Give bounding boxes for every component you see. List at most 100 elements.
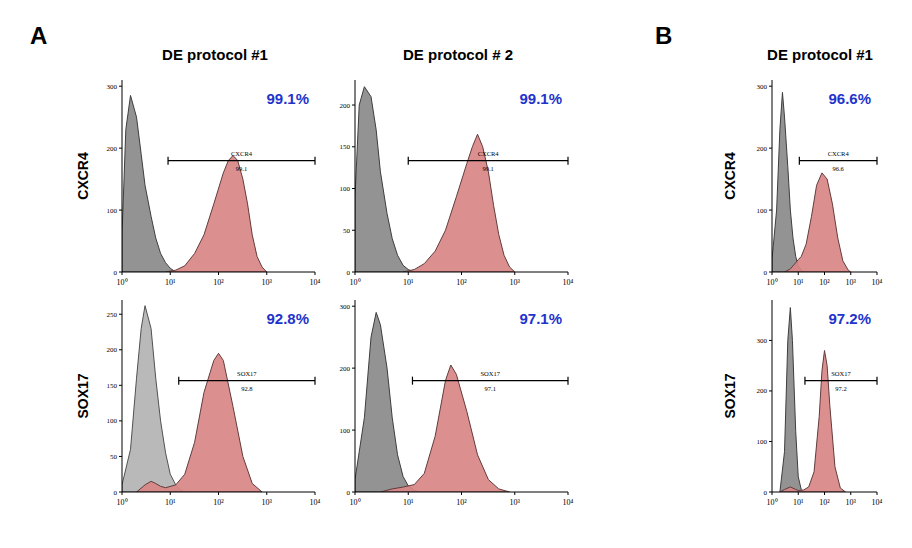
y-tick-label: 200 (107, 145, 118, 153)
histogram-panel: 10⁰10¹10²10³10⁴0100200300SOX1797.197.1% (340, 300, 574, 507)
gate-line (408, 160, 568, 161)
histogram-panel: 10⁰10¹10²10³10⁴0100200300SOX1797.297.2% (757, 300, 883, 507)
x-tick (170, 492, 171, 495)
histogram-area (772, 92, 804, 272)
panel-label: B (655, 22, 672, 49)
x-tick (170, 272, 171, 275)
x-tick (568, 272, 569, 275)
x-tick-label: 10³ (510, 278, 521, 287)
y-axis-line (772, 80, 773, 272)
x-tick-label: 10¹ (793, 278, 804, 287)
y-tick-label: 200 (107, 346, 118, 354)
gate-value: 92.8 (241, 385, 252, 392)
x-tick (408, 272, 409, 275)
y-tick (119, 456, 122, 457)
histogram-panel: 10⁰10¹10²10³10⁴0100200300CXCR496.696.6% (757, 80, 883, 287)
histogram-panel: 10⁰10¹10²10³10⁴050100150200CXCR499.199.1… (340, 80, 574, 287)
histogram-area (785, 173, 851, 272)
x-tick (877, 272, 878, 275)
y-tick (352, 188, 355, 189)
data-group (772, 92, 851, 272)
x-tick-label: 10⁰ (767, 498, 778, 507)
y-tick (352, 272, 355, 273)
x-tick (266, 272, 267, 275)
gate-cap (314, 377, 315, 385)
histogram-area (355, 312, 419, 492)
percentage-annotation: 97.2% (828, 310, 871, 327)
histogram-area (137, 353, 263, 492)
figure: ABDE protocol #1DE protocol # 2DE protoc… (0, 0, 912, 548)
y-tick-label: 50 (110, 453, 118, 461)
y-tick (769, 272, 772, 273)
y-tick-label: 100 (340, 427, 351, 435)
x-tick (408, 492, 409, 495)
gate-label: SOX17 (480, 370, 500, 377)
x-tick (461, 272, 462, 275)
data-group (355, 312, 510, 492)
gate-label: CXCR4 (828, 150, 850, 157)
x-tick-label: 10⁴ (563, 278, 574, 287)
histogram-panel: 10⁰10¹10²10³10⁴0100200300CXCR499.199.1% (107, 80, 321, 287)
x-tick (850, 272, 851, 275)
y-tick (352, 492, 355, 493)
y-tick-label: 100 (757, 438, 768, 446)
y-tick-label: 100 (340, 185, 351, 193)
y-tick-label: 200 (757, 387, 768, 395)
y-tick (769, 210, 772, 211)
column-title: DE protocol #1 (162, 46, 268, 63)
row-label: CXCR4 (75, 152, 91, 200)
x-tick-label: 10² (456, 278, 467, 287)
x-tick-label: 10⁰ (350, 498, 361, 507)
x-tick (877, 492, 878, 495)
x-tick-label: 10¹ (403, 278, 414, 287)
y-axis-line (355, 300, 356, 492)
x-tick-label: 10² (456, 498, 467, 507)
y-tick (769, 148, 772, 149)
y-tick-label: 100 (107, 207, 118, 215)
y-tick (119, 272, 122, 273)
y-tick-label: 300 (757, 83, 768, 91)
y-tick-label: 100 (757, 207, 768, 215)
y-tick-label: 0 (114, 269, 118, 277)
histogram-area (380, 365, 509, 492)
y-tick (352, 430, 355, 431)
y-tick-label: 150 (107, 382, 118, 390)
y-axis-line (122, 300, 123, 492)
y-axis-line (122, 80, 123, 272)
x-tick-label: 10⁴ (872, 278, 883, 287)
data-group (780, 308, 846, 492)
x-tick-label: 10³ (510, 498, 521, 507)
x-tick-label: 10⁰ (767, 278, 778, 287)
x-tick (824, 492, 825, 495)
column-title: DE protocol #1 (767, 46, 873, 63)
y-tick (119, 86, 122, 87)
percentage-annotation: 99.1% (266, 90, 309, 107)
column-title: DE protocol # 2 (403, 46, 513, 63)
gate-line (168, 160, 315, 161)
y-tick-label: 250 (107, 311, 118, 319)
y-tick (119, 420, 122, 421)
x-tick (461, 492, 462, 495)
x-tick-label: 10² (819, 278, 830, 287)
gate-label: SOX17 (237, 370, 257, 377)
x-tick (514, 272, 515, 275)
gate-cap (567, 157, 568, 165)
y-tick-label: 50 (343, 227, 351, 235)
row-label: CXCR4 (722, 152, 738, 200)
y-axis-line (772, 300, 773, 492)
y-tick-label: 0 (114, 489, 118, 497)
data-group (355, 87, 515, 272)
y-tick (119, 492, 122, 493)
y-tick-label: 300 (340, 303, 351, 311)
x-tick (798, 272, 799, 275)
y-tick (119, 148, 122, 149)
y-tick-label: 100 (107, 417, 118, 425)
x-tick-label: 10¹ (165, 278, 176, 287)
x-tick (218, 272, 219, 275)
y-tick (769, 340, 772, 341)
x-tick-label: 10⁴ (563, 498, 574, 507)
y-tick (352, 230, 355, 231)
histogram-area (166, 156, 267, 272)
x-tick (218, 492, 219, 495)
gate-line (179, 380, 315, 381)
